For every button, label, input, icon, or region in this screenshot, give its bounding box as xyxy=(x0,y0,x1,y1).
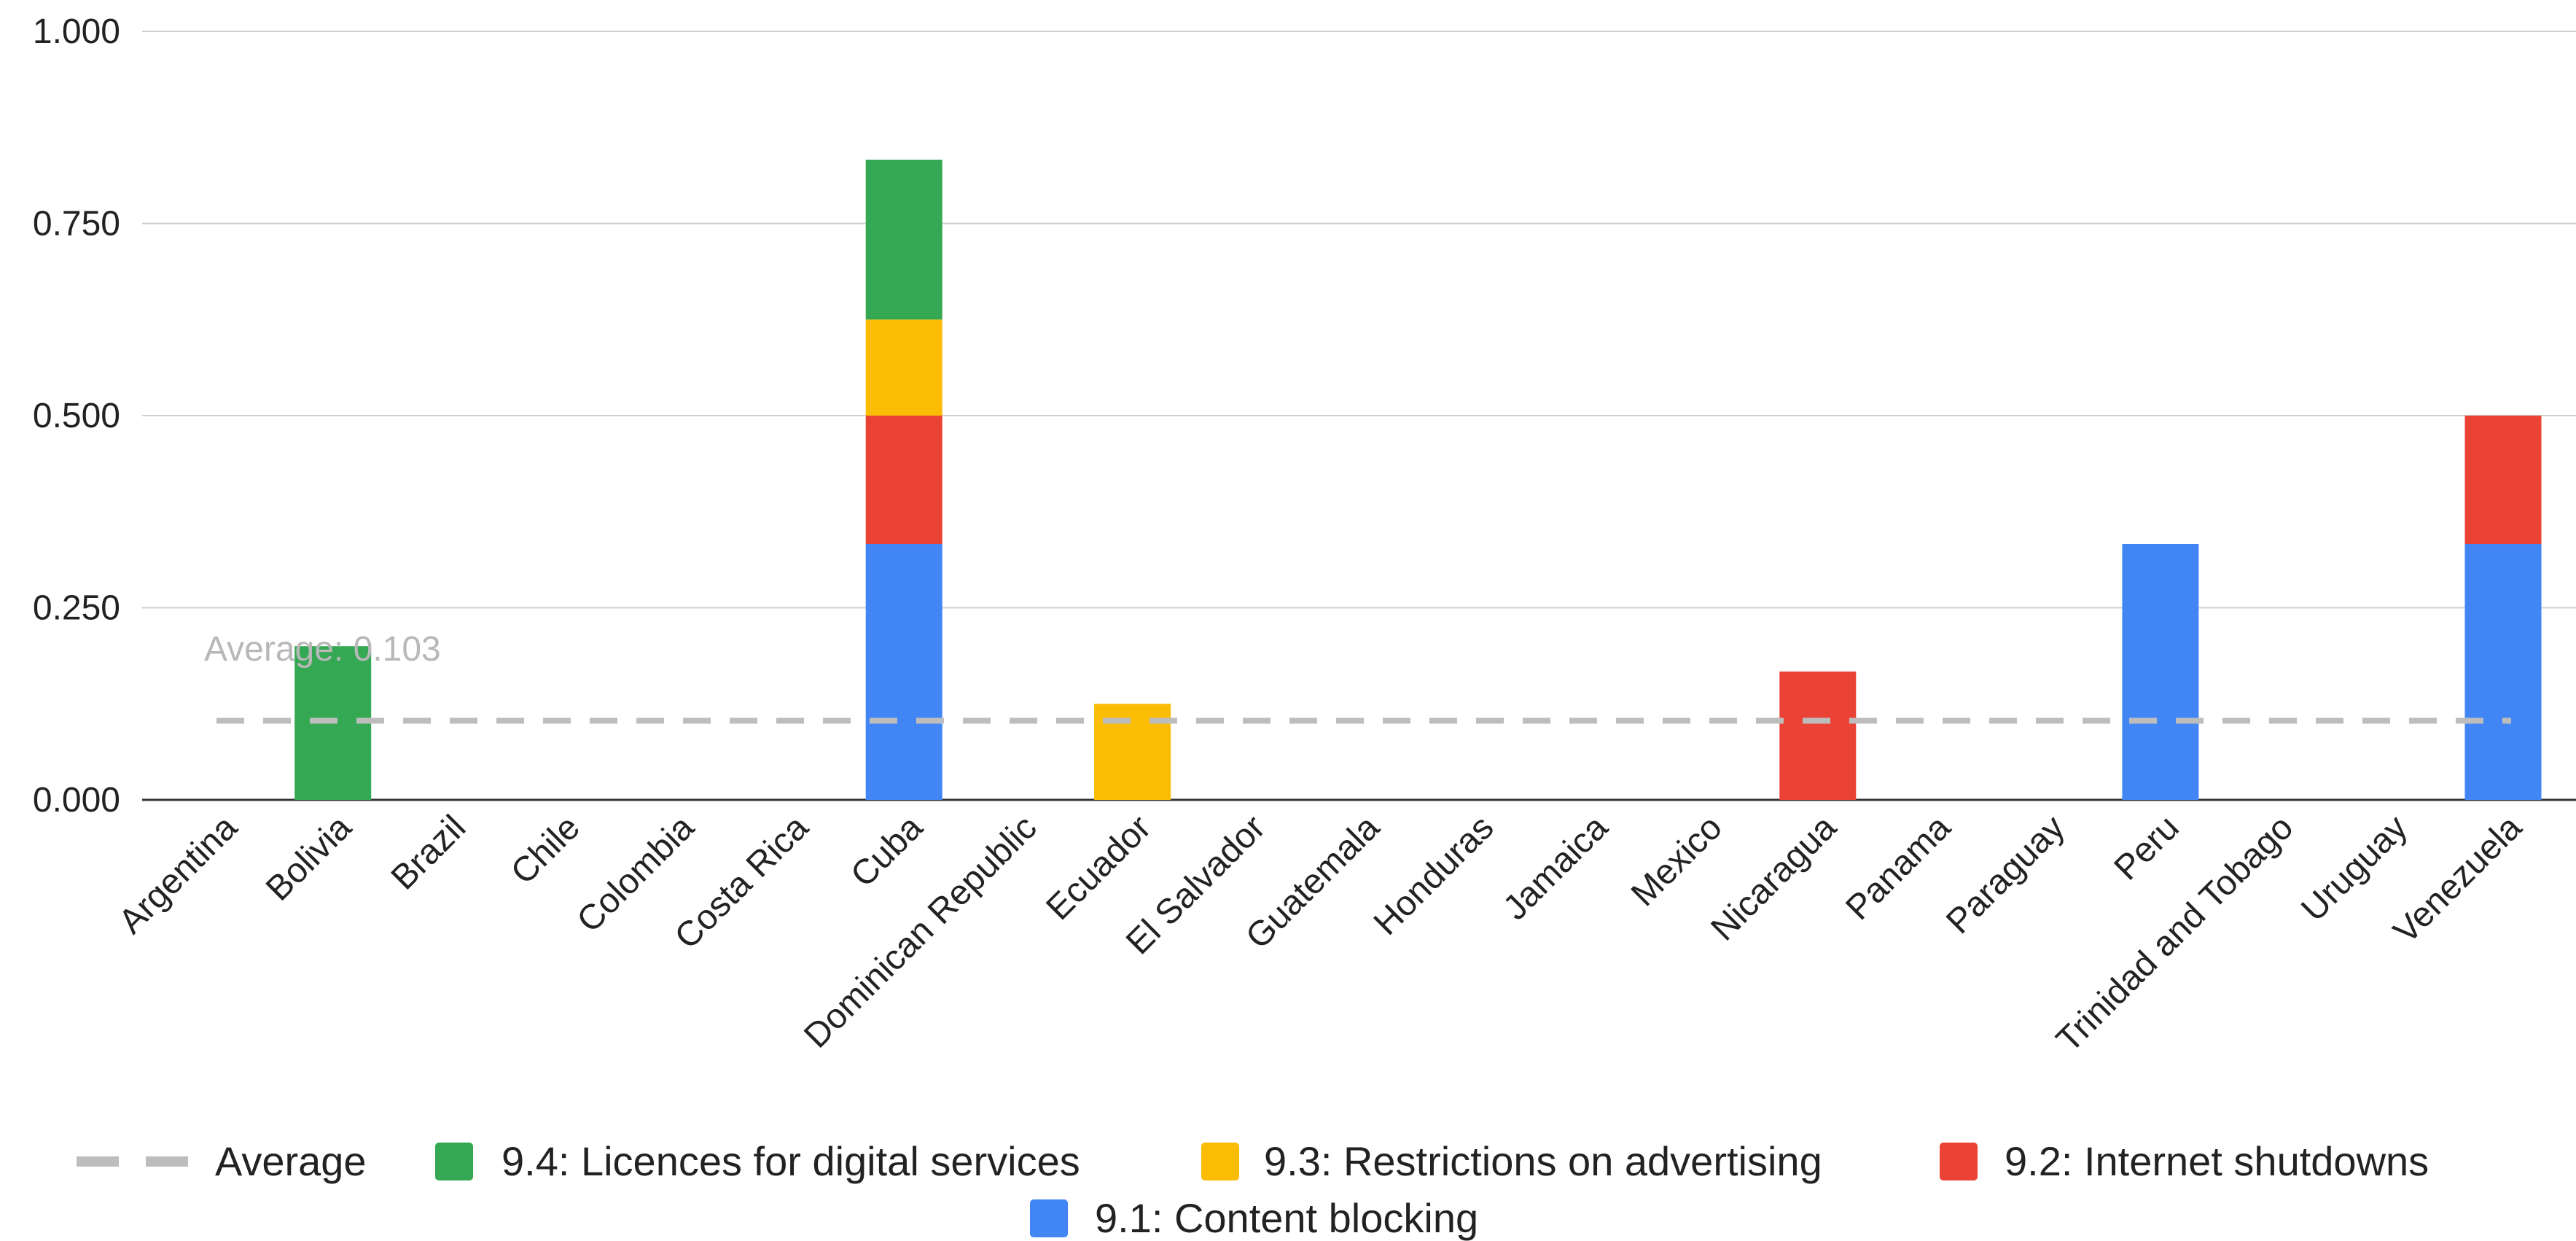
x-tick-label: Peru xyxy=(2107,808,2187,887)
legend-swatch xyxy=(1940,1143,1978,1180)
legend-label: 9.4: Licences for digital services xyxy=(501,1138,1080,1184)
legend-item-average: Average xyxy=(77,1138,367,1184)
legend-item-9-2-internet-shutdowns: 9.2: Internet shutdowns xyxy=(1940,1138,2429,1184)
x-tick-label: Chile xyxy=(504,808,588,892)
legend-swatch xyxy=(1030,1199,1068,1237)
bar-venezuela-9-1 xyxy=(2464,544,2542,800)
bar-cuba-9-1 xyxy=(865,544,942,800)
x-tick-label: Jamaica xyxy=(1496,808,1615,927)
gridlines xyxy=(142,31,2576,801)
legend-item-9-4-licences-for-digital-services: 9.4: Licences for digital services xyxy=(435,1138,1080,1184)
x-tick-label: Paraguay xyxy=(1939,808,2072,941)
bar-cuba-9-2 xyxy=(865,416,942,545)
bar-cuba-9-4 xyxy=(865,160,942,320)
x-tick-label: Dominican Republic xyxy=(797,808,1044,1055)
x-tick-label: Uruguay xyxy=(2294,808,2415,929)
bar-nicaragua-9-2 xyxy=(1779,671,1857,800)
x-tick-label: Brazil xyxy=(384,808,473,897)
y-tick-label: 0.000 xyxy=(33,781,120,820)
bar-cuba-9-3 xyxy=(865,319,942,416)
average-label: Average: 0.103 xyxy=(204,630,441,669)
x-tick-label: Cuba xyxy=(843,808,930,895)
x-tick-label: Ecuador xyxy=(1039,808,1158,927)
legend-label: Average xyxy=(215,1138,367,1184)
legend-label: 9.1: Content blocking xyxy=(1095,1195,1478,1241)
legend-swatch xyxy=(1201,1143,1239,1180)
legend-label: 9.3: Restrictions on advertising xyxy=(1264,1138,1822,1184)
y-tick-label: 0.500 xyxy=(33,397,120,435)
x-axis: Argentina Bolivia Brazil ChileColombiaCosta… xyxy=(112,808,2529,1059)
x-tick-label: Nicaragua xyxy=(1703,808,1843,948)
y-tick-label: 0.750 xyxy=(33,205,120,244)
legend: Average 9.4: Licences for digital service… xyxy=(77,1138,2429,1241)
bar-peru-9-1 xyxy=(2122,544,2199,800)
y-tick-label: 0.250 xyxy=(33,589,120,628)
x-tick-label: Honduras xyxy=(1367,808,1502,943)
x-tick-label: Panama xyxy=(1838,808,1958,927)
y-tick-label: 1.000 xyxy=(33,12,120,51)
bars xyxy=(294,160,2542,800)
x-tick-label: Bolivia xyxy=(259,808,359,909)
legend-swatch xyxy=(435,1143,473,1180)
bar-venezuela-9-2 xyxy=(2464,416,2542,545)
x-tick-label: Mexico xyxy=(1624,808,1730,914)
x-tick-label: Argentina xyxy=(112,808,245,941)
legend-item-9-1-content-blocking: 9.1: Content blocking xyxy=(1030,1195,1478,1241)
legend-label: 9.2: Internet shutdowns xyxy=(2005,1138,2429,1184)
y-axis: 0.000 0.250 0.500 0.750 1.000 xyxy=(33,12,120,820)
legend-item-9-3-restrictions-on-advertising: 9.3: Restrictions on advertising xyxy=(1201,1138,1822,1184)
average-line-group: Average: 0.103 xyxy=(204,630,2511,724)
